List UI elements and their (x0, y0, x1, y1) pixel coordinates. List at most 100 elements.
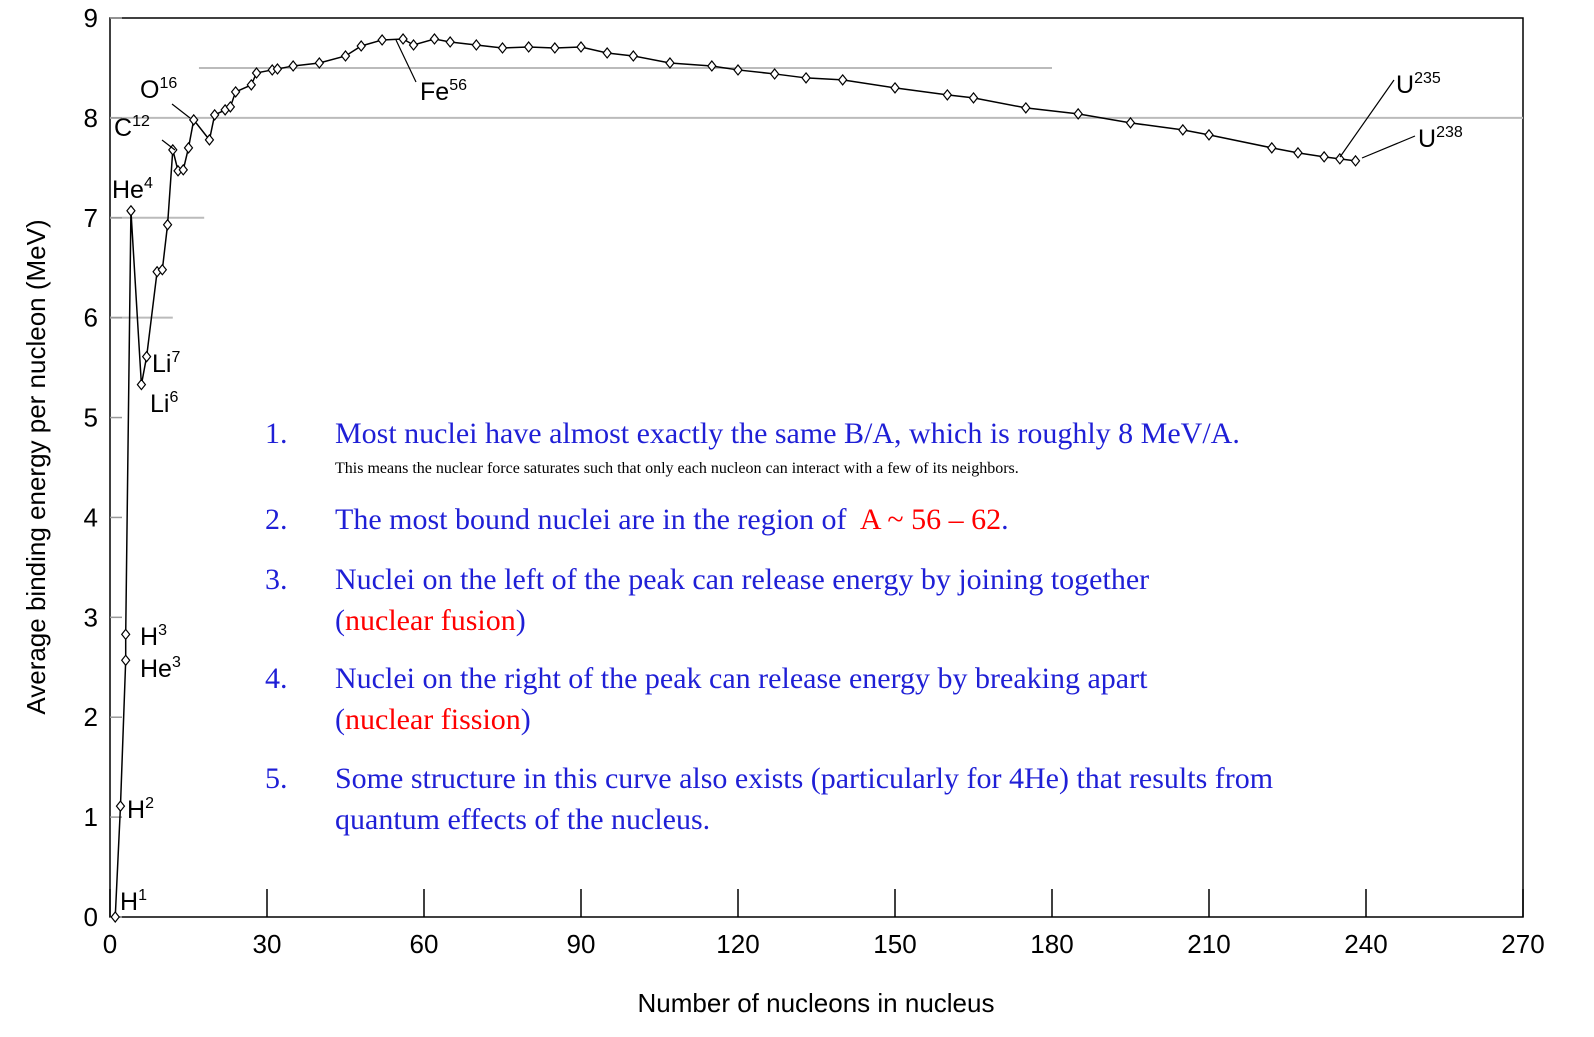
data-point (120, 628, 131, 641)
leader-line (1339, 79, 1395, 158)
data-point (162, 218, 173, 231)
y-axis-title: Average binding energy per nucleon (MeV) (21, 219, 51, 714)
data-point (115, 800, 126, 813)
x-tick-label: 150 (873, 929, 916, 959)
data-point (168, 143, 178, 156)
data-point (733, 63, 743, 76)
x-tick-label: 0 (103, 929, 117, 959)
element-symbol: H (120, 888, 138, 916)
element-mass: 7 (171, 349, 180, 366)
note-text: ) (521, 703, 531, 736)
plot-frame (109, 17, 1524, 918)
element-mass: 235 (1414, 70, 1441, 87)
element-label: H3 (140, 622, 167, 651)
note-detail: This means the nuclear force saturates s… (335, 460, 1019, 477)
data-point (178, 163, 189, 176)
y-tick-label: 4 (84, 502, 98, 532)
data-point (183, 141, 194, 154)
data-point (968, 91, 979, 104)
element-symbol: He (140, 655, 172, 683)
element-mass: 238 (1436, 124, 1463, 141)
element-symbol: H (127, 796, 145, 824)
data-point (837, 73, 848, 86)
note-line: Nuclei on the left of the peak can relea… (335, 563, 1149, 596)
data-point (136, 378, 147, 391)
x-tick-label: 120 (716, 929, 759, 959)
data-point (550, 42, 560, 54)
element-label: H2 (127, 795, 154, 824)
data-point (356, 40, 366, 52)
data-point (246, 78, 257, 91)
note-line: Nuclei on the right of the peak can rele… (335, 662, 1148, 695)
element-label: Li6 (150, 389, 178, 418)
note-number: 3. (265, 563, 288, 596)
note-text: . (1001, 503, 1009, 536)
data-point (188, 113, 199, 126)
y-tick-label: 0 (84, 902, 98, 932)
data-point (628, 49, 639, 62)
note-text: ( (335, 703, 345, 736)
note-line: (nuclear fusion) (335, 604, 526, 637)
note-line: quantum effects of the nucleus. (335, 803, 710, 836)
y-tick-label: 9 (84, 3, 98, 33)
element-symbol: C (114, 114, 132, 142)
element-mass: 3 (172, 654, 181, 671)
element-label: He3 (140, 654, 181, 683)
data-point (314, 56, 325, 69)
note-text: quantum effects of the nucleus. (335, 803, 710, 836)
x-tick-label: 270 (1501, 929, 1544, 959)
note-text: Most nuclei have almost exactly the same… (335, 417, 1240, 450)
element-mass: 12 (132, 113, 150, 130)
data-point (429, 33, 440, 45)
element-label: He4 (112, 175, 153, 204)
data-point (204, 133, 215, 146)
note-line: The most bound nuclei are in the region … (335, 503, 1009, 536)
note-text: Nuclei on the left of the peak can relea… (335, 563, 1149, 596)
element-mass: 56 (449, 77, 467, 94)
note-text: A ~ 56 – 62 (860, 503, 1001, 536)
element-symbol: H (140, 623, 158, 651)
element-label: O16 (140, 75, 177, 104)
data-point (225, 100, 236, 113)
element-label: C12 (114, 113, 150, 142)
y-tick-label: 8 (84, 103, 98, 133)
data-point (1335, 152, 1345, 165)
element-symbol: He (112, 176, 144, 204)
leader-line (1361, 135, 1416, 159)
data-point (1073, 107, 1083, 120)
data-point (1267, 141, 1277, 154)
x-tick-label: 90 (567, 929, 596, 959)
note-number: 5. (265, 762, 288, 795)
note-text: Some structure in this curve also exists… (335, 762, 1273, 795)
x-tick-label: 210 (1187, 929, 1230, 959)
element-label: Fe56 (420, 77, 467, 106)
y-tick-label: 2 (84, 702, 98, 732)
data-point (1021, 101, 1031, 114)
note-number: 4. (265, 662, 288, 695)
data-point (1125, 116, 1136, 129)
data-point (209, 108, 220, 121)
data-point (251, 66, 262, 79)
data-point (230, 85, 241, 98)
data-point (1319, 150, 1329, 163)
element-mass: 6 (169, 389, 178, 406)
data-point (340, 49, 351, 62)
note-number: 1. (265, 417, 288, 450)
leader-line (171, 103, 191, 119)
x-tick-label: 240 (1344, 929, 1387, 959)
element-mass: 3 (158, 622, 167, 639)
leader-line (161, 139, 176, 151)
element-symbol: Fe (420, 78, 449, 106)
y-tick-label: 3 (84, 602, 98, 632)
data-point (1293, 146, 1303, 159)
note-number: 2. (265, 503, 288, 536)
element-mass: 16 (159, 75, 177, 92)
note-line: (nuclear fission) (335, 703, 531, 736)
data-point (1204, 128, 1214, 141)
element-symbol: U (1396, 71, 1414, 99)
x-tick-label: 180 (1030, 929, 1073, 959)
data-point (110, 911, 121, 923)
data-point (141, 350, 152, 363)
data-point (707, 59, 717, 72)
